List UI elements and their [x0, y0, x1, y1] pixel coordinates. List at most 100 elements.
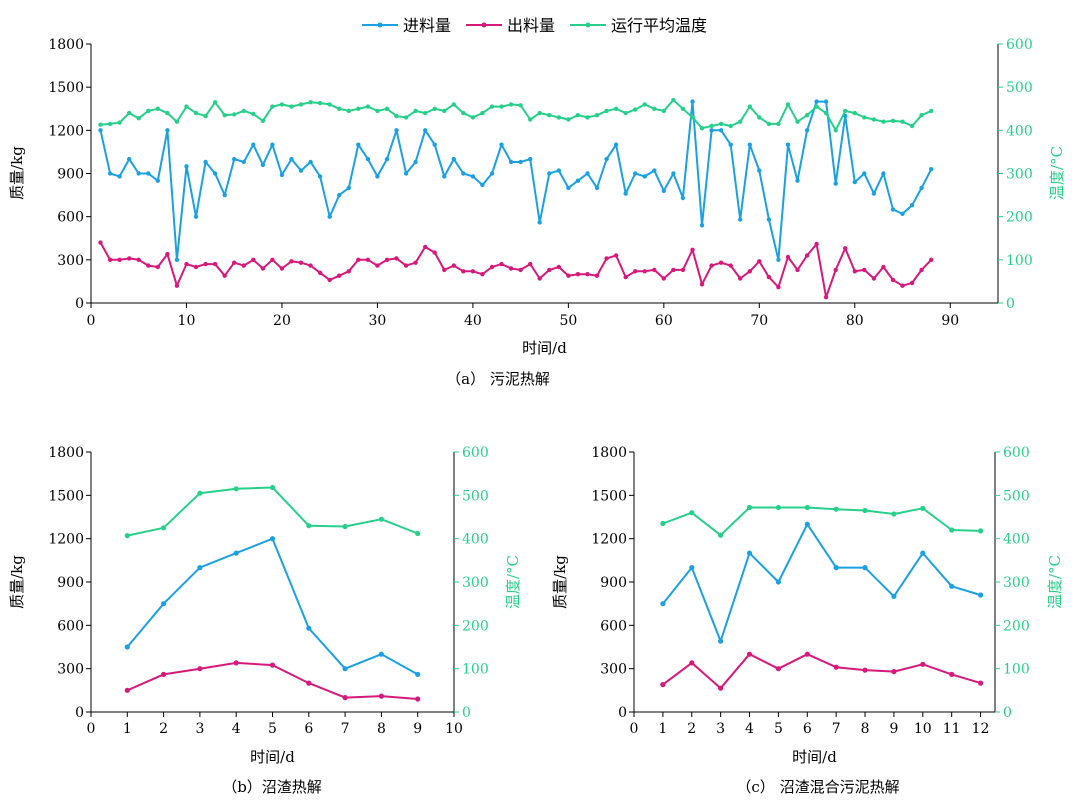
legend-marker-3 — [585, 22, 591, 28]
data-point — [690, 247, 695, 252]
data-point — [306, 680, 312, 686]
legend-marker-1 — [377, 22, 383, 28]
data-point — [232, 112, 237, 117]
data-point — [279, 102, 285, 107]
x-tick-label: 2 — [687, 721, 696, 737]
data-point — [852, 269, 857, 274]
data-point — [613, 142, 619, 147]
data-point — [289, 259, 294, 264]
data-point — [442, 267, 447, 273]
y-tick-label-right: 100 — [1006, 253, 1033, 269]
y-axis-title-left: 质量/kg — [551, 555, 569, 609]
data-point — [269, 484, 276, 491]
panel-caption: （a） 污泥热解 — [446, 370, 550, 388]
legend-label-1: 进料量 — [403, 16, 451, 35]
data-point — [709, 263, 714, 268]
y-tick-label-left: 600 — [57, 618, 84, 634]
data-point — [470, 174, 476, 179]
data-point — [814, 241, 819, 247]
data-point — [337, 273, 342, 278]
data-point — [623, 191, 628, 196]
data-point — [499, 261, 504, 267]
data-point — [146, 263, 151, 268]
legend-marker-2 — [481, 22, 487, 28]
data-point — [680, 267, 686, 273]
data-point — [757, 259, 762, 264]
data-point — [900, 119, 905, 124]
y-tick-label-left: 1800 — [48, 445, 84, 461]
x-tick-label: 5 — [268, 721, 277, 737]
y-tick-label-right: 0 — [462, 705, 471, 721]
data-point — [862, 565, 868, 571]
data-point — [461, 269, 466, 274]
data-point — [823, 110, 829, 116]
x-tick-label: 50 — [559, 313, 577, 329]
data-point — [660, 682, 666, 688]
data-point — [652, 267, 657, 273]
y-tick-label-right: 100 — [1003, 662, 1030, 678]
data-point — [508, 266, 514, 271]
x-tick-label: 4 — [232, 721, 241, 737]
data-point — [233, 486, 239, 492]
y-tick-label-right: 600 — [1006, 37, 1033, 53]
x-tick-label: 10 — [914, 721, 932, 737]
data-point — [107, 257, 113, 262]
data-point — [365, 257, 371, 262]
data-point — [270, 142, 275, 147]
data-point — [556, 168, 561, 173]
data-point — [161, 671, 167, 678]
data-point — [728, 263, 733, 268]
y-tick-label-right: 300 — [1006, 167, 1033, 183]
data-point — [785, 254, 791, 260]
legend-label-3: 运行平均温度 — [611, 16, 707, 35]
data-point — [862, 667, 868, 673]
x-tick-label: 2 — [159, 721, 168, 737]
y-tick-label-right: 400 — [1003, 532, 1030, 548]
data-point — [775, 579, 782, 585]
data-point — [403, 115, 409, 120]
data-point — [728, 123, 733, 129]
data-point — [342, 523, 348, 530]
data-point — [270, 104, 275, 109]
data-point — [919, 113, 924, 118]
data-point — [308, 159, 313, 165]
series-2 — [660, 651, 984, 691]
data-point — [843, 108, 848, 114]
data-point — [384, 257, 390, 262]
data-point — [747, 269, 752, 274]
data-point — [356, 257, 361, 262]
data-point — [566, 273, 571, 278]
data-point — [269, 662, 276, 668]
data-point — [251, 111, 256, 117]
x-tick-label: 0 — [87, 313, 96, 329]
x-tick-label: 60 — [655, 313, 673, 329]
x-tick-label: 3 — [716, 721, 725, 737]
data-point — [203, 261, 208, 267]
data-point — [652, 168, 657, 173]
x-tick-label: 8 — [861, 721, 870, 737]
data-point — [978, 528, 984, 534]
data-point — [642, 174, 647, 179]
data-point — [518, 103, 523, 108]
data-point — [575, 178, 581, 183]
data-point — [461, 110, 466, 116]
data-point — [929, 167, 934, 172]
x-tick-label: 1 — [658, 721, 667, 737]
x-axis-title: 时间/d — [792, 748, 837, 766]
data-point — [575, 272, 581, 277]
data-point — [184, 104, 189, 109]
data-point — [193, 110, 199, 116]
data-point — [843, 246, 848, 251]
y-tick-label-left: 900 — [57, 575, 84, 591]
data-point — [804, 128, 810, 133]
data-point — [689, 660, 695, 666]
data-point — [212, 261, 218, 267]
data-point — [203, 113, 208, 119]
data-point — [891, 669, 897, 675]
data-point — [738, 217, 743, 222]
legend: 进料量 出料量 运行平均温度 — [362, 16, 707, 35]
series-1 — [660, 521, 984, 644]
data-point — [775, 504, 782, 511]
data-point — [795, 119, 800, 124]
data-point — [403, 263, 409, 268]
